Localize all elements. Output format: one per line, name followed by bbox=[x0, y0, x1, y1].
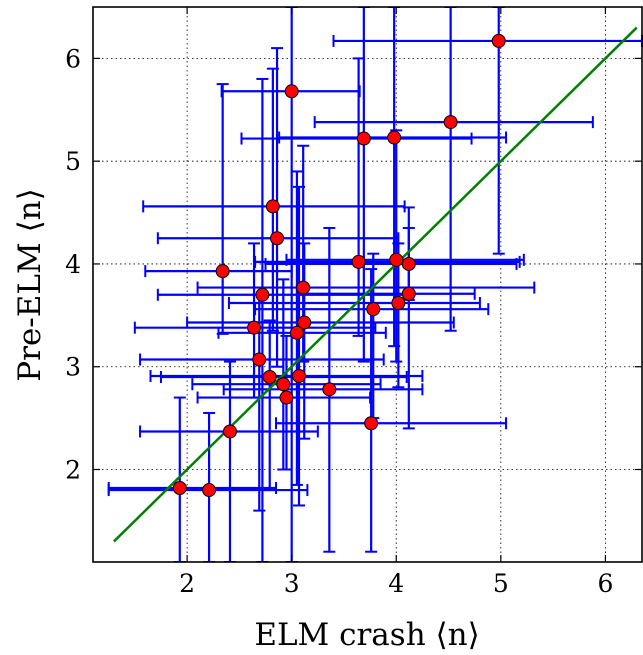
error-bar bbox=[275, 268, 508, 553]
data-point bbox=[222, 424, 237, 439]
y-tick-label: 6 bbox=[65, 44, 81, 73]
x-tick-label: 5 bbox=[493, 569, 509, 598]
y-tick-label: 3 bbox=[65, 353, 81, 382]
axis-ticks: 2 3 4 5 6 2 3 4 5 6 bbox=[65, 7, 642, 598]
error-bar bbox=[313, 7, 594, 332]
data-point bbox=[289, 325, 304, 340]
data-point bbox=[262, 370, 277, 384]
data-point bbox=[252, 352, 267, 367]
x-tick-label: 6 bbox=[597, 569, 613, 598]
plot-area bbox=[107, 7, 643, 562]
data-point bbox=[297, 315, 312, 330]
data-point bbox=[391, 296, 406, 310]
error-bar bbox=[107, 396, 277, 562]
data-point bbox=[356, 131, 371, 146]
x-tick-label: 3 bbox=[284, 569, 300, 598]
y-tick-label: 5 bbox=[65, 147, 81, 176]
y-tick-label: 4 bbox=[65, 250, 81, 279]
data-point bbox=[202, 483, 217, 498]
fit-line bbox=[113, 26, 638, 543]
x-tick-label: 4 bbox=[388, 569, 404, 598]
y-axis-label: Pre-ELM ⟨n⟩ bbox=[12, 188, 48, 381]
fit-line-layer bbox=[113, 26, 638, 543]
data-point bbox=[276, 377, 291, 392]
data-point bbox=[284, 84, 299, 99]
data-point bbox=[491, 33, 506, 48]
data-point bbox=[270, 231, 285, 246]
y-tick-label: 2 bbox=[65, 456, 81, 485]
plot-frame bbox=[92, 6, 643, 563]
data-point bbox=[401, 286, 416, 301]
data-point bbox=[401, 256, 416, 271]
data-point bbox=[389, 252, 404, 267]
error-bar bbox=[186, 242, 455, 440]
data-point bbox=[366, 302, 381, 317]
data-point bbox=[364, 416, 379, 431]
error-bar bbox=[332, 7, 643, 255]
x-axis-label: ELM crash ⟨n⟩ bbox=[254, 617, 479, 653]
data-point bbox=[322, 382, 337, 397]
data-point bbox=[255, 287, 270, 302]
data-point bbox=[215, 264, 230, 279]
grid-lines bbox=[93, 7, 642, 562]
data-point bbox=[279, 390, 294, 405]
data-point bbox=[296, 280, 311, 295]
data-points bbox=[172, 33, 506, 498]
x-tick-label: 2 bbox=[179, 569, 195, 598]
data-point bbox=[247, 320, 262, 335]
error-bar bbox=[227, 242, 481, 389]
data-point bbox=[265, 199, 280, 214]
data-point bbox=[387, 130, 402, 145]
data-point bbox=[292, 368, 307, 383]
data-point bbox=[443, 115, 458, 130]
data-point bbox=[351, 254, 366, 269]
data-point bbox=[172, 481, 187, 495]
